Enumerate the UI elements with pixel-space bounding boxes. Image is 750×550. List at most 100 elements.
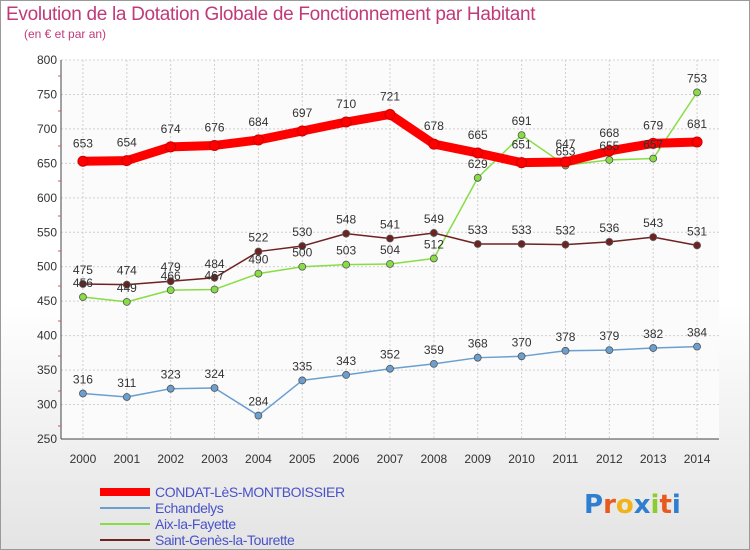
data-point — [79, 389, 87, 398]
data-label: 466 — [161, 269, 181, 283]
legend-label-saint-genes: Saint-Genès-la-Tourette — [155, 532, 295, 548]
data-point — [252, 134, 264, 146]
data-label: 549 — [424, 212, 444, 226]
x-tick-label: 2008 — [421, 452, 448, 466]
data-label: 681 — [687, 117, 707, 131]
data-point — [517, 240, 526, 248]
x-tick-label: 2000 — [70, 452, 97, 466]
data-label: 512 — [424, 237, 444, 251]
legend-swatch-saint-genes — [100, 539, 150, 541]
legend-label-condat: CONDAT-LèS-MONTBOISSIER — [155, 484, 345, 500]
data-label: 522 — [248, 231, 268, 245]
data-label: 674 — [161, 122, 181, 136]
x-tick-label: 2002 — [157, 452, 184, 466]
data-label: 343 — [336, 354, 356, 368]
x-tick-label: 2010 — [508, 452, 535, 466]
data-point — [210, 273, 219, 282]
data-label: 710 — [336, 97, 356, 111]
data-point — [122, 280, 131, 289]
data-point — [342, 371, 351, 379]
y-tick-label: 350 — [37, 363, 57, 377]
data-label: 311 — [117, 376, 136, 390]
data-point — [559, 156, 571, 168]
data-point — [605, 156, 614, 164]
data-point — [209, 139, 221, 151]
data-point — [693, 342, 701, 351]
data-point — [605, 346, 614, 355]
data-label: 379 — [599, 329, 619, 343]
data-point — [649, 233, 658, 241]
data-label: 651 — [512, 138, 532, 152]
x-tick-label: 2014 — [684, 452, 711, 466]
logo-letter: i — [650, 490, 660, 520]
data-label: 316 — [73, 373, 93, 387]
data-label: 503 — [336, 244, 356, 258]
data-label: 532 — [555, 224, 575, 238]
legend-swatch-echandelys — [100, 507, 150, 509]
data-label: 352 — [380, 348, 400, 362]
data-label: 370 — [512, 335, 532, 349]
x-tick-label: 2009 — [464, 452, 491, 466]
data-label: 359 — [424, 343, 444, 357]
data-label: 382 — [643, 327, 663, 341]
logo-letter: o — [615, 490, 634, 520]
data-point — [254, 411, 263, 420]
data-point — [429, 359, 438, 368]
data-point — [165, 141, 177, 153]
data-point — [561, 240, 570, 249]
data-label: 456 — [73, 276, 93, 290]
x-tick-label: 2005 — [289, 452, 316, 466]
data-label: 323 — [161, 368, 181, 382]
data-point — [210, 285, 219, 294]
data-label: 530 — [292, 225, 312, 239]
data-point — [296, 125, 308, 137]
chart-subtitle: (en € et par an) — [24, 27, 107, 41]
data-point — [298, 242, 307, 250]
data-point — [473, 240, 482, 248]
data-label: 536 — [599, 221, 619, 235]
data-point — [693, 241, 701, 250]
data-point — [473, 353, 482, 362]
data-point — [429, 254, 438, 263]
data-point — [472, 147, 484, 159]
data-label: 449 — [117, 281, 137, 295]
data-point — [166, 286, 175, 295]
data-point — [605, 238, 614, 246]
data-label: 653 — [555, 144, 575, 158]
data-point — [79, 280, 87, 288]
x-tick-label: 2012 — [596, 452, 623, 466]
data-label: 678 — [424, 119, 444, 133]
data-label: 691 — [512, 114, 532, 128]
data-point — [384, 108, 396, 120]
y-tick-label: 450 — [37, 294, 57, 308]
data-label: 368 — [468, 337, 488, 351]
data-label: 543 — [643, 216, 663, 230]
data-point — [166, 277, 175, 286]
data-label: 629 — [468, 157, 488, 171]
data-label: 324 — [205, 367, 225, 381]
data-point — [254, 247, 263, 256]
data-point — [340, 116, 352, 128]
y-tick-label: 550 — [37, 225, 57, 239]
data-label: 697 — [292, 106, 312, 120]
data-label: 541 — [380, 217, 400, 231]
y-tick-label: 750 — [37, 87, 57, 101]
data-label: 490 — [248, 253, 268, 267]
data-label: 504 — [380, 243, 400, 257]
data-point — [342, 260, 351, 269]
data-label: 531 — [687, 224, 707, 238]
data-point — [649, 344, 658, 352]
data-point — [386, 364, 394, 373]
data-label: 384 — [687, 326, 707, 340]
data-label: 684 — [248, 115, 268, 129]
data-point — [77, 155, 89, 167]
logo-letter: i — [671, 490, 681, 520]
y-tick-label: 250 — [37, 432, 57, 446]
data-point — [298, 262, 307, 271]
proxiti-logo: Proxiti — [584, 490, 681, 520]
data-label: 653 — [73, 136, 93, 150]
logo-letter: P — [584, 490, 604, 520]
data-point — [79, 293, 87, 301]
data-point — [210, 384, 219, 392]
